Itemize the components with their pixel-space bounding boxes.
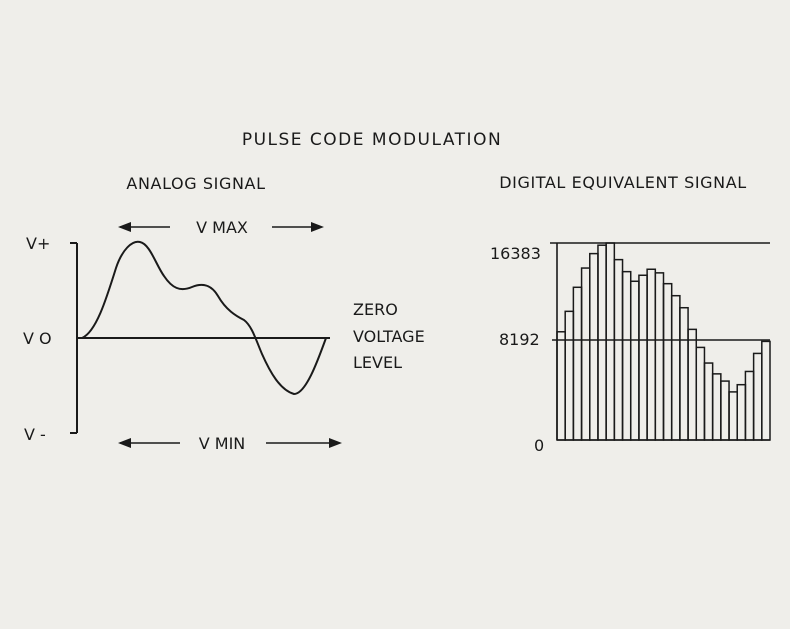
vzero-label: V O bbox=[23, 329, 52, 348]
digital-bar bbox=[564, 310, 575, 441]
digital-bar bbox=[695, 346, 706, 441]
analog-heading: ANALOG SIGNAL bbox=[126, 174, 265, 193]
digital-bar bbox=[761, 340, 771, 441]
analog-waveform bbox=[81, 240, 327, 396]
analog-panel: V MAX V+ V O V - V MIN bbox=[23, 218, 342, 453]
vmin-arrowhead-left bbox=[118, 438, 131, 448]
vmax-arrowhead-right bbox=[311, 222, 324, 232]
digital-tick-max: 16383 bbox=[490, 244, 541, 263]
zero-level-note: ZERO VOLTAGE LEVEL bbox=[353, 300, 425, 372]
digital-tick-mid: 8192 bbox=[499, 330, 540, 349]
digital-bar bbox=[728, 391, 738, 441]
digital-bar bbox=[613, 258, 624, 441]
vmin-label: V MIN bbox=[199, 434, 246, 453]
vplus-label: V+ bbox=[26, 234, 50, 253]
digital-bar bbox=[744, 370, 755, 441]
digital-bar bbox=[662, 282, 673, 441]
digital-bar bbox=[711, 373, 722, 441]
zero-level-line3: LEVEL bbox=[353, 353, 402, 372]
digital-bar bbox=[679, 306, 689, 441]
digital-bar bbox=[752, 352, 763, 441]
zero-level-line2: VOLTAGE bbox=[353, 327, 425, 346]
digital-bar bbox=[572, 286, 583, 441]
digital-bar bbox=[703, 362, 714, 441]
figure-title: PULSE CODE MODULATION bbox=[242, 130, 502, 150]
digital-bar bbox=[687, 328, 698, 441]
vmax-arrowhead-left bbox=[118, 222, 131, 232]
digital-bar bbox=[638, 274, 648, 441]
digital-bar bbox=[580, 267, 591, 441]
vmax-label: V MAX bbox=[196, 218, 248, 237]
digital-bar bbox=[646, 268, 657, 441]
digital-bar bbox=[556, 331, 566, 441]
digital-bar bbox=[654, 272, 665, 441]
digital-bar bbox=[720, 380, 730, 441]
digital-bar bbox=[597, 244, 607, 441]
zero-level-line1: ZERO bbox=[353, 300, 398, 319]
digital-bar bbox=[736, 383, 747, 441]
vmin-arrowhead-right bbox=[329, 438, 342, 448]
digital-bar bbox=[589, 252, 599, 441]
digital-bar bbox=[621, 270, 632, 441]
vminus-label: V - bbox=[24, 425, 46, 444]
digital-heading: DIGITAL EQUIVALENT SIGNAL bbox=[499, 173, 747, 192]
digital-bar bbox=[605, 242, 616, 441]
digital-bar bbox=[670, 294, 681, 441]
digital-bars bbox=[556, 242, 771, 441]
digital-panel: 16383 8192 0 bbox=[490, 242, 771, 455]
digital-tick-zero: 0 bbox=[534, 436, 544, 455]
digital-bar bbox=[629, 280, 640, 441]
